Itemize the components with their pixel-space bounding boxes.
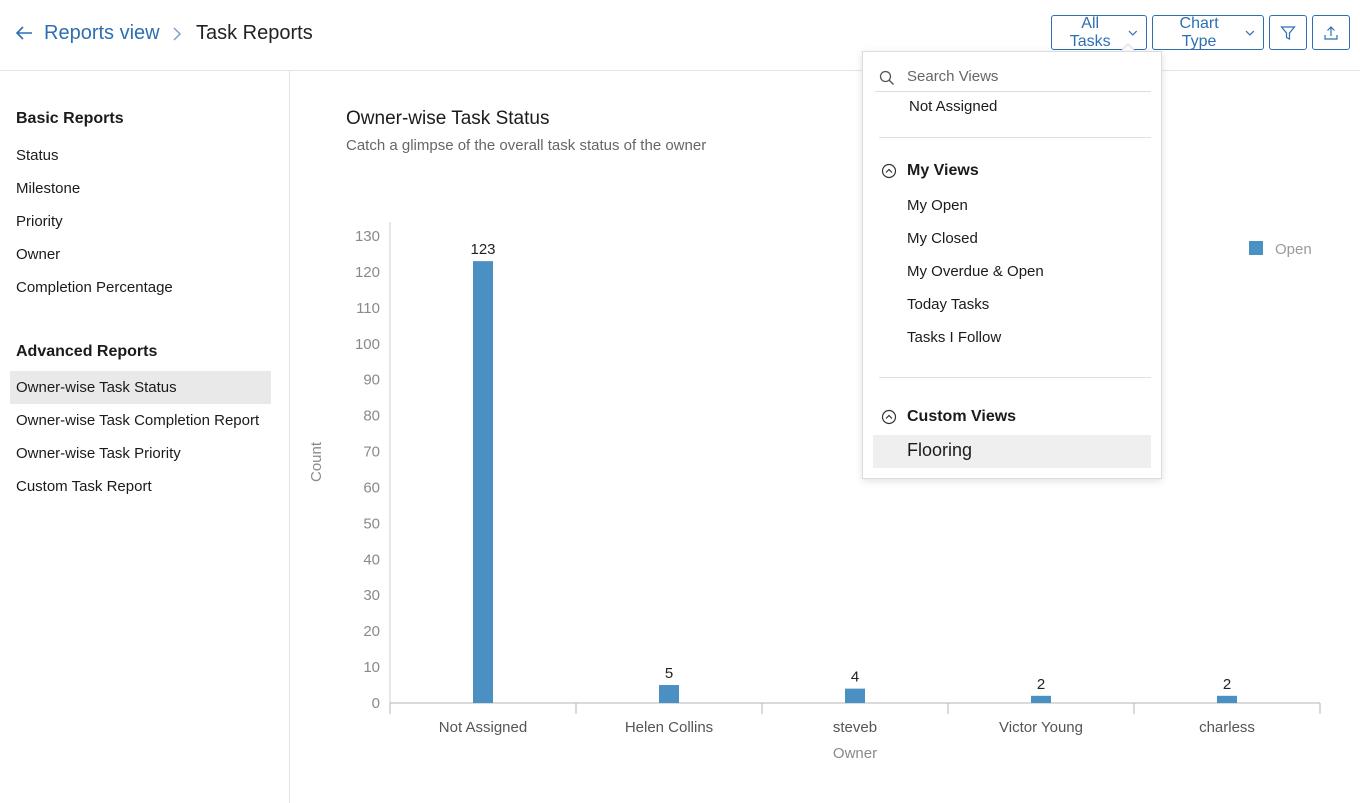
bar-victor-young	[1031, 695, 1051, 703]
data-label: 123	[470, 241, 495, 258]
views-dropdown: Search Views Not Assigned My Views My Op…	[862, 51, 1162, 479]
chevron-down-icon	[1245, 30, 1255, 36]
x-tick-label: steveb	[833, 719, 877, 736]
data-label: 2	[1037, 676, 1045, 693]
legend-swatch	[1249, 241, 1263, 255]
view-item-my-closed[interactable]: My Closed	[907, 230, 978, 247]
divider	[879, 377, 1151, 378]
bar-not-assigned	[473, 261, 493, 703]
x-tick-label: Not Assigned	[439, 719, 527, 736]
view-item-tasks-i-follow[interactable]: Tasks I Follow	[907, 329, 1002, 346]
x-tick-label: charless	[1199, 719, 1255, 736]
sidebar-item-priority[interactable]: Priority	[16, 213, 63, 230]
sidebar: Basic Reports Status Milestone Priority …	[0, 71, 290, 803]
y-tick-label: 0	[372, 695, 380, 712]
search-icon	[879, 70, 894, 85]
custom-views-heading: Custom Views	[907, 408, 1017, 425]
view-item-flooring[interactable]: Flooring	[873, 435, 1151, 468]
upload-icon	[1324, 25, 1338, 40]
bar-chart: 0 10 20 30 40 50 60 70 80 90 100 110 120 130 Count 123 N…	[308, 222, 1321, 762]
chevron-down-icon	[1128, 30, 1138, 36]
sidebar-item-milestone[interactable]: Milestone	[16, 180, 81, 197]
y-tick-label: 80	[363, 408, 380, 425]
basic-reports-heading: Basic Reports	[16, 110, 124, 127]
breadcrumb-reports-view[interactable]: Reports view	[44, 22, 160, 44]
y-tick-label: 40	[363, 551, 380, 568]
data-label: 2	[1223, 676, 1231, 693]
advanced-reports-heading: Advanced Reports	[16, 343, 158, 360]
y-tick-label: 10	[363, 659, 380, 676]
search-views-placeholder: Search Views	[907, 68, 999, 85]
header: Reports view Task Reports All Tasks Char…	[0, 0, 1360, 71]
collapse-icon	[881, 409, 897, 425]
y-tick-label: 110	[356, 300, 380, 317]
collapse-icon	[881, 163, 897, 179]
y-tick-label: 70	[363, 444, 380, 461]
data-label: 4	[851, 669, 859, 686]
chart-type-label: Chart Type	[1179, 14, 1219, 50]
filter-icon	[1280, 25, 1296, 40]
sidebar-item-status[interactable]: Status	[16, 147, 59, 164]
bar-steveb	[845, 688, 865, 703]
chart-type-dropdown-button[interactable]: Chart Type	[1152, 15, 1264, 50]
view-item-my-open[interactable]: My Open	[907, 197, 968, 214]
page-title: Task Reports	[196, 22, 313, 44]
y-tick-label: 60	[363, 479, 380, 496]
all-tasks-label: All Tasks	[1069, 14, 1111, 50]
y-axis-label: Count	[308, 441, 325, 482]
custom-views-group-toggle[interactable]: Custom Views	[881, 408, 1016, 426]
sidebar-item-custom-task-report[interactable]: Custom Task Report	[16, 478, 152, 495]
y-tick-label: 30	[363, 587, 380, 604]
data-label: 5	[665, 665, 673, 682]
chart-subtitle: Catch a glimpse of the overall task stat…	[346, 137, 707, 154]
my-views-heading: My Views	[907, 162, 979, 179]
view-item-not-assigned[interactable]: Not Assigned	[909, 98, 998, 115]
view-item-flooring-label: Flooring	[907, 440, 973, 460]
view-item-today-tasks[interactable]: Today Tasks	[907, 296, 990, 313]
chart-title: Owner-wise Task Status	[346, 108, 550, 129]
sidebar-item-completion-percentage[interactable]: Completion Percentage	[16, 279, 173, 296]
y-tick-label: 90	[363, 372, 380, 389]
sidebar-item-owner-wise-task-priority[interactable]: Owner-wise Task Priority	[16, 445, 181, 462]
search-views-field[interactable]: Search Views	[875, 64, 1151, 92]
x-tick-label: Victor Young	[999, 719, 1083, 736]
back-arrow-icon[interactable]	[13, 22, 35, 44]
sidebar-item-owner-wise-task-status[interactable]: Owner-wise Task Status	[10, 371, 271, 404]
y-tick-label: 130	[355, 228, 380, 245]
filter-button[interactable]	[1269, 15, 1307, 50]
all-tasks-dropdown-button[interactable]: All Tasks	[1051, 15, 1147, 50]
chevron-right-icon	[173, 27, 182, 41]
bar-charless	[1217, 695, 1237, 703]
sidebar-item-owner-wise-task-completion[interactable]: Owner-wise Task Completion Report	[16, 412, 260, 429]
sidebar-item-owner[interactable]: Owner	[16, 246, 61, 263]
y-tick-label: 20	[363, 623, 380, 640]
divider	[879, 137, 1151, 138]
x-tick-label: Helen Collins	[625, 719, 713, 736]
view-item-my-overdue-open[interactable]: My Overdue & Open	[907, 263, 1044, 280]
y-tick-label: 100	[355, 336, 380, 353]
y-tick-label: 50	[363, 515, 380, 532]
y-tick-label: 120	[355, 264, 380, 281]
my-views-group-toggle[interactable]: My Views	[881, 162, 979, 180]
export-button[interactable]	[1312, 15, 1350, 50]
x-axis-label: Owner	[833, 745, 877, 762]
legend-label: Open	[1275, 241, 1312, 258]
bar-helen-collins	[659, 685, 679, 703]
